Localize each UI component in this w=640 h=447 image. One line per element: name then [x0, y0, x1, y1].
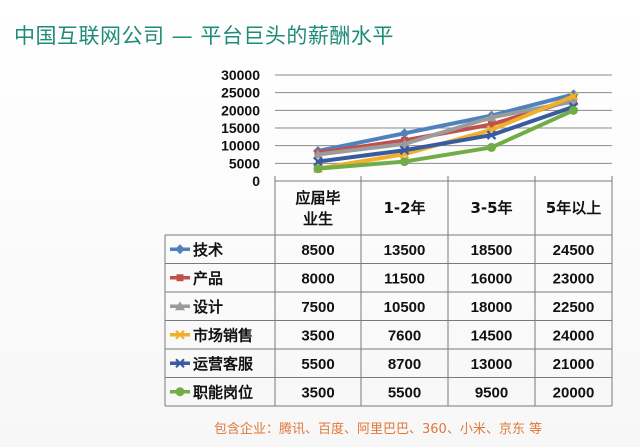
data-point: [400, 157, 409, 167]
series-line: [316, 99, 576, 157]
category-label: 1-2年: [383, 199, 425, 217]
y-tick-label: 20000: [221, 102, 260, 118]
legend-key-marker: [175, 387, 185, 397]
data-label: 5500: [301, 356, 334, 373]
series-name: 运营客服: [193, 355, 254, 373]
data-point: [487, 142, 496, 152]
data-label: 22500: [553, 299, 595, 316]
data-point: [488, 120, 495, 128]
data-point: [313, 156, 323, 167]
data-label: 18500: [471, 242, 513, 259]
category-label: 应届毕: [295, 189, 340, 207]
series-name: 产品: [193, 269, 223, 287]
data-label: 20000: [553, 384, 595, 401]
data-label: 3500: [301, 327, 334, 344]
data-point: [568, 91, 579, 101]
category-label: 5年以上: [546, 199, 601, 217]
y-tick-label: 30000: [221, 67, 260, 83]
data-label: 23000: [553, 270, 595, 287]
data-label: 14500: [471, 327, 513, 344]
category-label: 业生: [303, 210, 333, 228]
series-name: 技术: [193, 241, 223, 259]
data-label: 8500: [301, 242, 334, 259]
data-label: 13000: [471, 356, 513, 373]
data-point: [313, 164, 323, 174]
data-label: 5500: [388, 384, 421, 401]
slide-title: 中国互联网公司 — 平台巨头的薪酬水平: [14, 24, 394, 48]
data-label: 9500: [475, 384, 508, 401]
y-tick-label: 15000: [221, 120, 260, 136]
data-point: [399, 128, 410, 139]
data-label: 16000: [471, 270, 513, 287]
series-line: [316, 92, 576, 153]
data-label: 21000: [553, 356, 595, 373]
legend-key-marker: [175, 358, 185, 369]
series-name: 职能岗位: [193, 383, 253, 401]
data-point: [486, 130, 497, 140]
data-label: 13500: [384, 242, 426, 259]
data-point: [399, 138, 410, 148]
data-label: 3500: [301, 384, 334, 401]
data-label: 8000: [301, 270, 334, 287]
y-tick-label: 10000: [221, 138, 260, 154]
category-label: 3-5年: [470, 199, 512, 217]
data-label: 8700: [388, 356, 421, 373]
legend-key-marker: [175, 244, 185, 255]
data-point: [486, 112, 497, 122]
data-label: 7500: [301, 299, 334, 316]
data-label: 10500: [384, 299, 426, 316]
data-label: 24000: [553, 327, 595, 344]
data-point: [399, 145, 410, 156]
series-line: [316, 108, 576, 171]
footer-note: 包含企业：腾讯、百度、阿里巴巴、360、小米、京东 等: [214, 422, 542, 437]
data-label: 11500: [384, 270, 425, 287]
y-tick-label: 5000: [229, 155, 260, 171]
y-tick-label: 25000: [221, 85, 260, 101]
series-name: 设计: [193, 298, 223, 316]
series-name: 市场销售: [193, 326, 253, 344]
series-line: [316, 104, 576, 164]
legend-key-marker: [175, 329, 185, 340]
data-label: 7600: [388, 327, 421, 344]
legend-key-marker: [175, 301, 185, 311]
data-label: 18000: [471, 299, 513, 316]
data-label: 24500: [553, 242, 595, 259]
y-tick-label: 0: [252, 173, 260, 189]
data-point: [313, 149, 323, 159]
data-point: [569, 105, 578, 115]
legend-key-marker: [176, 274, 184, 282]
